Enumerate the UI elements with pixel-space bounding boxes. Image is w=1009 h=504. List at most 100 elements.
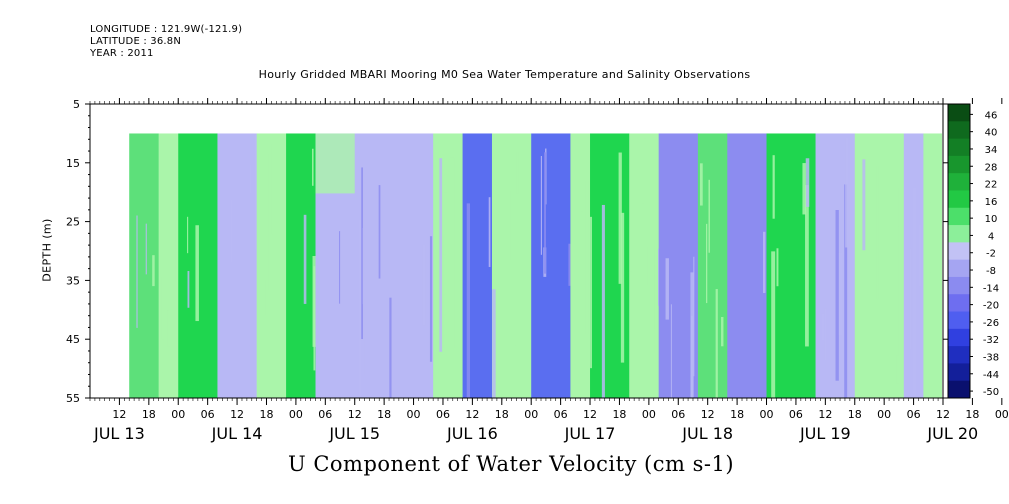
x-tick-label: 12 [936,408,950,421]
heatmap-cell [433,133,464,398]
colorbar-label: 22 [985,180,998,191]
heatmap-streak [805,185,809,347]
heatmap-streak [161,315,164,373]
heatmap-streak [152,255,155,287]
heatmap-streak [439,158,443,352]
x-day-label: JUL 19 [799,424,851,443]
heatmap-streak [248,299,250,346]
colorbar-label: 16 [985,197,998,208]
x-day-label: JUL 13 [93,424,145,443]
heatmap-streak [254,134,258,250]
x-tick-label: 18 [377,408,391,421]
colorbar-label: 28 [985,162,998,173]
x-tick-label: 12 [112,408,126,421]
colorbar-swatch [948,121,970,140]
colorbar-frame [947,103,971,399]
x-tick-label: 00 [995,408,1009,421]
heatmap-streak [920,313,922,349]
x-day-label: JUL 20 [926,424,978,443]
heatmap-streak [845,137,848,248]
x-tick-label: 00 [171,408,185,421]
x-tick-label: 12 [701,408,715,421]
heatmap-streak [876,165,879,300]
heatmap-streak [585,180,589,335]
x-tick-label: 12 [348,408,362,421]
colorbar-swatch [948,346,970,364]
y-tick-label: 15 [66,157,80,170]
heatmap-streak [838,252,843,335]
x-tick-label: 18 [495,408,509,421]
heatmap-streak [358,219,362,398]
heatmap-streak [378,185,381,279]
heatmap-streak [805,158,810,207]
x-day-label: JUL 17 [564,424,616,443]
heatmap-streak [705,223,708,304]
heatmap-streak [618,152,622,284]
heatmap-streak [429,236,433,362]
heatmap-streak [772,155,775,219]
colorbar-swatch [948,104,970,122]
heatmap-field [129,133,942,398]
heatmap-streak [187,271,190,308]
heatmap-streak [650,250,655,330]
heatmap-streak [824,308,827,361]
heatmap-streak [516,151,519,194]
heatmap-streak [339,231,341,304]
x-tick-label: 18 [259,408,273,421]
heatmap-streak [844,184,848,398]
heatmap-streak [422,244,426,326]
chart-title: Hourly Gridded MBARI Mooring M0 Sea Wate… [258,68,751,81]
colorbar-swatch [948,328,970,347]
heatmap-streak [303,214,307,304]
heatmap-streak [580,211,584,274]
heatmap-cell [531,133,571,398]
heatmap-streak [665,258,669,320]
heatmap-streak [678,273,682,367]
heatmap-streak [721,317,724,347]
heatmap-streak [363,174,365,282]
heatmap-cell [286,133,317,398]
heatmap-streak [312,148,314,186]
heatmap-streak [927,183,930,398]
colorbar-label: 4 [988,231,994,242]
heatmap-streak [643,138,647,305]
x-axis-label: U Component of Water Velocity (cm s-1) [287,452,735,476]
colorbar-label: -32 [983,335,999,346]
heatmap-streak [715,289,718,398]
heatmap-streak [642,203,645,242]
heatmap-streak [629,271,633,398]
heatmap-streak [690,272,694,398]
heatmap-streak [752,254,756,303]
latitude-label: LATITUDE : 36.8N [90,36,182,47]
heatmap-streak [514,255,517,346]
colorbar-swatch [948,363,970,382]
x-tick-label: 06 [318,408,332,421]
heatmap-streak [492,289,496,398]
colorbar-label: 46 [985,110,998,121]
colorbar-swatch [948,380,970,399]
heatmap-streak [762,231,766,294]
y-tick-label: 5 [73,98,80,111]
x-tick-label: 18 [142,408,156,421]
heatmap-streak [389,297,392,398]
heatmap-cell [815,133,856,398]
colorbar-swatch [948,225,970,243]
y-tick-label: 55 [66,392,80,405]
heatmap-streak [136,215,138,328]
heatmap-streak [161,276,164,340]
x-tick-label: 18 [965,408,979,421]
colorbar-label: 40 [985,128,998,139]
x-tick-label: 06 [554,408,568,421]
colorbar-label: -20 [983,301,999,312]
heatmap-streak [364,299,366,376]
heatmap-streak [450,157,455,349]
x-tick-label: 18 [848,408,862,421]
colorbar-label: 10 [985,214,998,225]
heatmap-streak [862,159,866,251]
x-day-label: JUL 15 [328,424,380,443]
colorbar-swatch [948,242,970,261]
colorbar-label: -2 [986,249,996,260]
heatmap-streak [776,248,779,287]
heatmap-streak [175,220,179,283]
longitude-label: LONGITUDE : 121.9W(-121.9) [90,24,243,35]
